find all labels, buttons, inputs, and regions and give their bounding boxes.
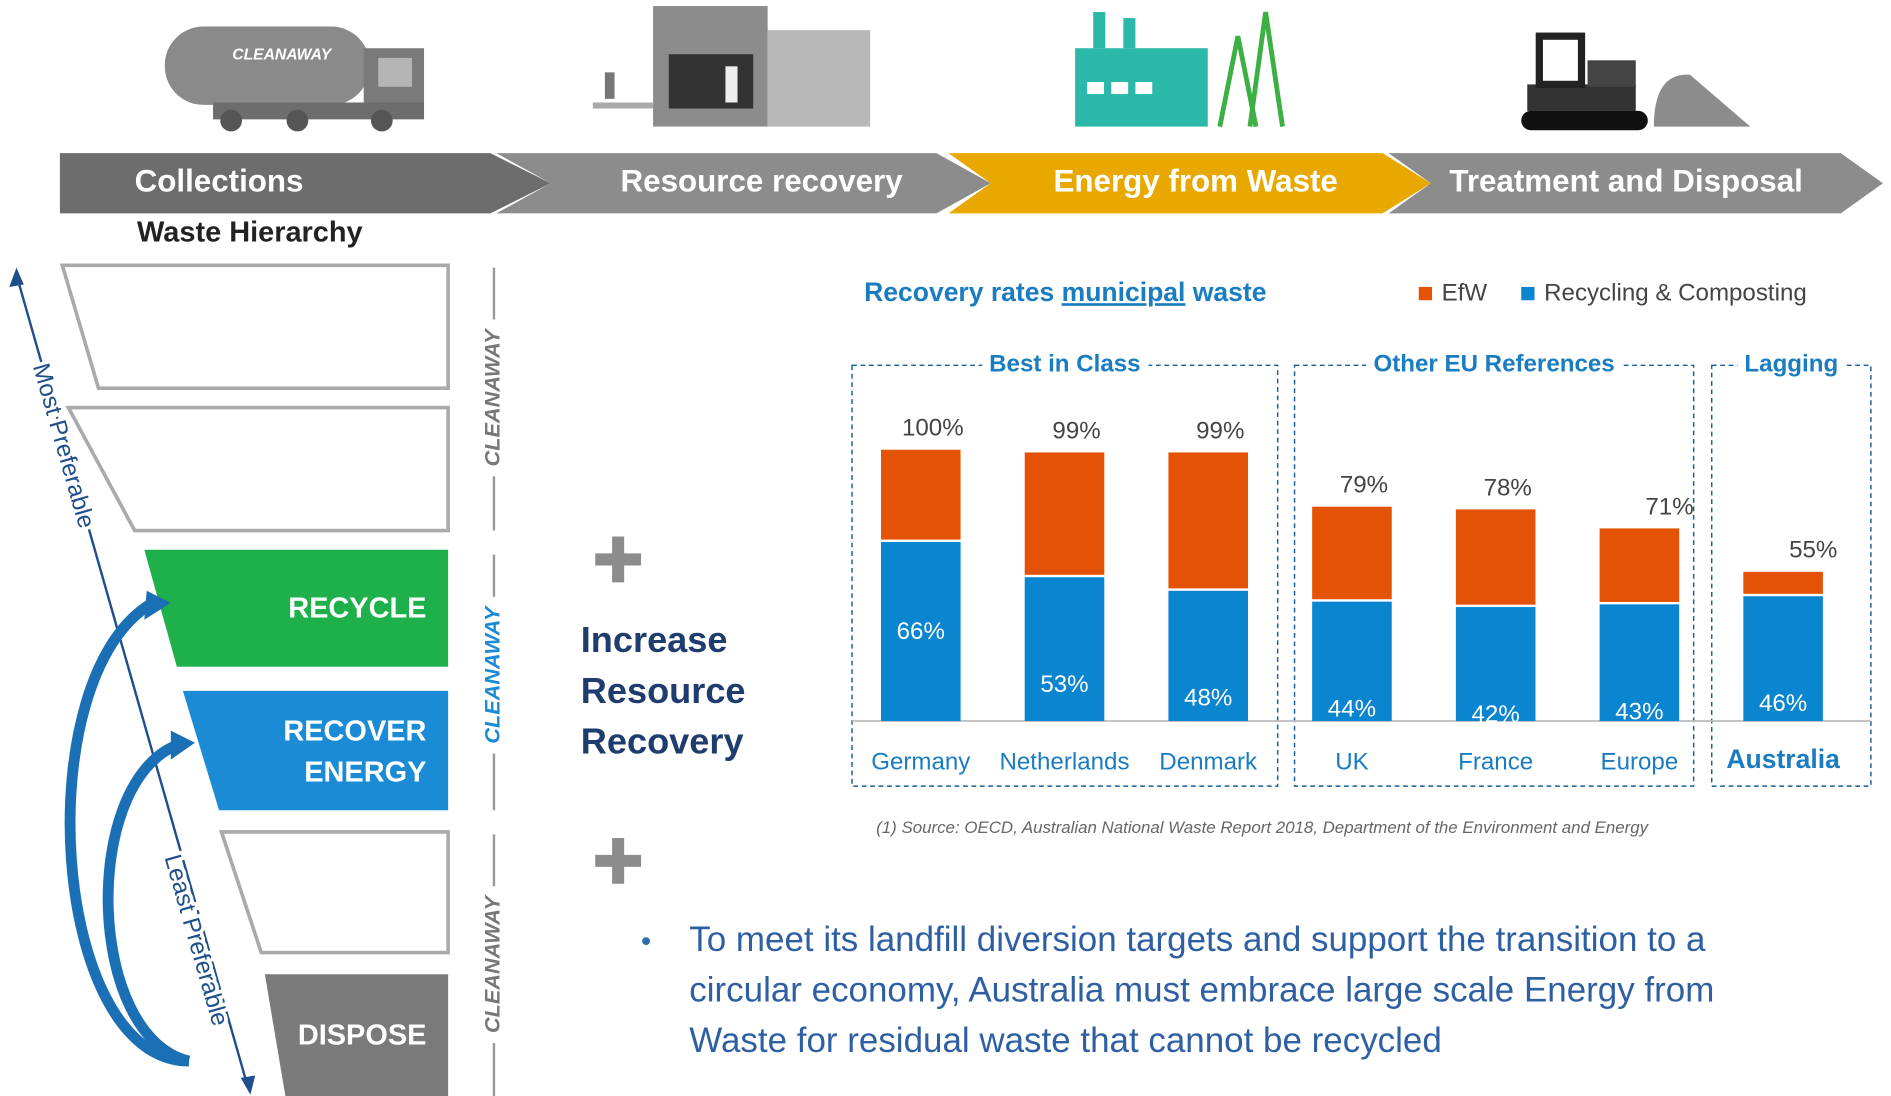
bar-segment bbox=[880, 449, 961, 540]
level-box bbox=[59, 263, 450, 391]
bar-segment bbox=[1599, 604, 1680, 722]
total-label: 78% bbox=[1484, 474, 1532, 501]
legend-swatch bbox=[1418, 286, 1433, 301]
hierarchy-title: Waste Hierarchy bbox=[137, 217, 363, 249]
bar-segment bbox=[1455, 509, 1536, 605]
total-label: 99% bbox=[1052, 417, 1100, 444]
value-label: 53% bbox=[1040, 671, 1088, 698]
bar-segment bbox=[1599, 528, 1680, 602]
legend-label: EfW bbox=[1442, 280, 1488, 307]
category-label: Germany bbox=[871, 749, 970, 776]
category-label: Netherlands bbox=[1000, 749, 1130, 776]
bar-segment bbox=[1743, 571, 1823, 594]
chart-title: Recovery rates municipal waste bbox=[864, 277, 1266, 307]
bar-segment bbox=[1455, 607, 1536, 722]
bar-segment bbox=[1168, 452, 1249, 589]
level-label: RECOVER ENERGY bbox=[283, 714, 427, 789]
curve-arrow bbox=[102, 740, 191, 1067]
value-label: 42% bbox=[1472, 701, 1520, 728]
curve-arrow bbox=[64, 598, 190, 1067]
chevron bbox=[496, 153, 991, 214]
chevron bbox=[59, 153, 551, 214]
level-label: RECYCLE bbox=[288, 593, 426, 625]
group-box bbox=[851, 364, 1279, 787]
energy-icon bbox=[1075, 11, 1285, 128]
total-label: 79% bbox=[1340, 472, 1388, 499]
level-box bbox=[65, 405, 450, 533]
total-label: 100% bbox=[902, 415, 964, 442]
message: Recovery bbox=[581, 720, 744, 761]
chevron bbox=[948, 153, 1431, 214]
value-label: 48% bbox=[1184, 685, 1232, 712]
category-label: Denmark bbox=[1159, 749, 1258, 776]
bullet-text: circular economy, Australia must embrace… bbox=[689, 971, 1714, 1010]
source-note: (1) Source: OECD, Australian National Wa… bbox=[876, 818, 1650, 837]
preference-axis bbox=[15, 274, 250, 1088]
recovery-icon bbox=[592, 6, 871, 127]
truck-brand: CLEANAWAY bbox=[232, 47, 332, 64]
bullet-dot: • bbox=[641, 926, 651, 958]
title-part: municipal bbox=[1062, 277, 1186, 307]
bar-segment bbox=[1312, 506, 1392, 600]
bar-segment bbox=[1312, 601, 1392, 722]
least-label: Least Preferable bbox=[159, 851, 234, 1029]
title-part: Recovery rates bbox=[864, 277, 1054, 307]
total-label: 55% bbox=[1789, 537, 1837, 564]
category-label: UK bbox=[1335, 749, 1369, 776]
brand-logo: CLEANAWAY bbox=[480, 894, 505, 1033]
group-label: Lagging bbox=[1744, 351, 1838, 378]
level-label-box: RECOVER ENERGY bbox=[283, 714, 427, 789]
message: Resource bbox=[581, 670, 746, 711]
level-box bbox=[218, 830, 450, 955]
total-label: 71% bbox=[1645, 493, 1693, 520]
group-box bbox=[1711, 364, 1872, 787]
bar-segment bbox=[1743, 596, 1823, 722]
group-label: Other EU References bbox=[1374, 351, 1615, 378]
bullet-text: To meet its landfill diversion targets a… bbox=[689, 920, 1706, 959]
brand-logo: CLEANAWAY bbox=[480, 327, 505, 466]
total-label: 99% bbox=[1196, 417, 1244, 444]
title-part: waste bbox=[1192, 277, 1267, 307]
level-box bbox=[144, 549, 449, 667]
bulldozer-icon bbox=[1521, 32, 1751, 131]
value-label: 43% bbox=[1615, 698, 1663, 725]
message: Increase bbox=[581, 619, 728, 660]
plus bbox=[595, 536, 642, 583]
stage-label: Resource recovery bbox=[621, 164, 904, 199]
bar-segment bbox=[1024, 452, 1105, 575]
level-label: DISPOSE bbox=[298, 1020, 427, 1052]
truck-icon: CLEANAWAY bbox=[164, 26, 425, 132]
category-label: Australia bbox=[1726, 744, 1840, 774]
level-box bbox=[264, 974, 449, 1096]
stage-label: Treatment and Disposal bbox=[1449, 164, 1802, 199]
value-label: 66% bbox=[897, 618, 945, 645]
stage-label: Energy from Waste bbox=[1054, 164, 1338, 199]
brand-logo: CLEANAWAY bbox=[480, 604, 505, 743]
bar-segment bbox=[1024, 577, 1105, 722]
chevron bbox=[1388, 153, 1883, 214]
bar-segment bbox=[880, 541, 961, 722]
group-box bbox=[1293, 364, 1695, 787]
stage-label: Collections bbox=[135, 164, 304, 199]
bullet-text: Waste for residual waste that cannot be … bbox=[689, 1021, 1442, 1060]
value-label: 46% bbox=[1759, 690, 1807, 717]
bar-segment bbox=[1168, 590, 1249, 722]
plus bbox=[595, 837, 642, 884]
curve-arrow-head bbox=[170, 730, 195, 760]
category-label: Europe bbox=[1601, 749, 1679, 776]
legend-label: Recycling & Composting bbox=[1544, 280, 1807, 307]
value-label: 44% bbox=[1328, 696, 1376, 723]
group-label: Best in Class bbox=[989, 351, 1140, 378]
level-box bbox=[182, 690, 449, 811]
curve-arrow-head bbox=[144, 590, 171, 620]
legend-swatch bbox=[1521, 286, 1535, 301]
category-label: France bbox=[1458, 749, 1533, 776]
